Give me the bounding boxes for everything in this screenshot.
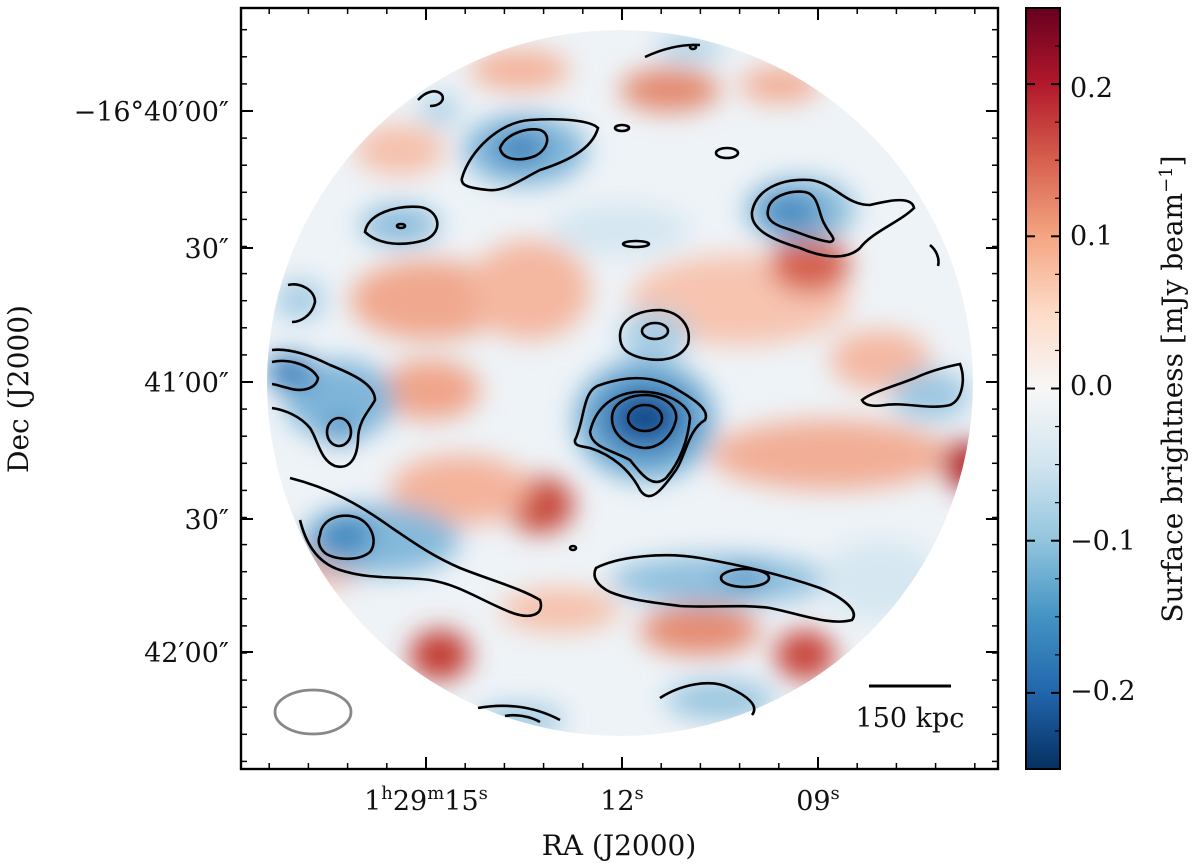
contour-left-small bbox=[363, 205, 439, 246]
positive-region bbox=[943, 440, 973, 490]
scale-bar-label: 150 kpc bbox=[856, 703, 965, 734]
contour-mid-small-inner bbox=[640, 321, 670, 341]
colorbar-tick-label: 0.2 bbox=[1070, 73, 1113, 104]
beam-ellipse bbox=[273, 688, 353, 736]
positive-region bbox=[710, 420, 950, 490]
contour-upper-right-inner bbox=[766, 190, 835, 244]
x-axis-title: RA (J2000) bbox=[542, 829, 697, 862]
y-tick-label: 30″ bbox=[185, 505, 229, 536]
positive-region bbox=[500, 588, 620, 632]
contour-left-blob bbox=[325, 416, 353, 448]
positive-region bbox=[470, 240, 590, 340]
negative-region bbox=[285, 360, 395, 440]
contour-small bbox=[613, 123, 631, 133]
positive-region bbox=[355, 125, 445, 175]
colorbar: 0.2 0.1 0.0 −0.1 −0.2 Surface brightness… bbox=[1025, 7, 1189, 770]
contour-lower-left-inner bbox=[317, 514, 375, 561]
positive-region bbox=[410, 630, 470, 680]
x-tick-label: 12s bbox=[600, 783, 644, 817]
positive-region bbox=[740, 67, 820, 103]
positive-region bbox=[770, 237, 850, 293]
contour-left-dot bbox=[395, 222, 407, 230]
colorbar-tick-label: −0.2 bbox=[1070, 676, 1136, 707]
negative-region bbox=[625, 403, 665, 433]
y-axis-title: Dec (J2000) bbox=[2, 305, 35, 473]
contour-top-dot bbox=[688, 43, 698, 51]
map-image bbox=[267, 30, 973, 736]
contour-upper-right bbox=[750, 178, 916, 258]
colorbar-tick-label: 0.1 bbox=[1070, 221, 1113, 252]
x-tick-label: 1h29m15s bbox=[364, 783, 488, 817]
negative-region bbox=[665, 680, 775, 720]
colorbar-ticks bbox=[1026, 7, 1060, 770]
contour-lines bbox=[271, 43, 964, 724]
contour-lower-right-inner bbox=[719, 567, 771, 589]
positive-region bbox=[470, 50, 570, 90]
colorbar-tick-label: 0.0 bbox=[1070, 371, 1113, 402]
negative-region bbox=[820, 540, 940, 620]
negative-region bbox=[610, 555, 830, 605]
contour-bottom bbox=[659, 681, 756, 716]
negative-region bbox=[620, 310, 690, 360]
negative-region bbox=[267, 354, 315, 390]
negative-region bbox=[420, 95, 460, 125]
negative-region bbox=[760, 192, 820, 232]
plot-frame bbox=[239, 6, 1000, 771]
positive-region bbox=[390, 455, 530, 525]
positive-region bbox=[350, 260, 510, 340]
positive-region bbox=[640, 605, 760, 655]
colorbar-tick-label: −0.1 bbox=[1070, 526, 1136, 557]
contour-bottom-left bbox=[477, 704, 561, 722]
x-tick-label: 09s bbox=[796, 783, 840, 817]
contour-upper-left-inner bbox=[498, 128, 549, 161]
y-tick-label: 30″ bbox=[185, 234, 229, 265]
contour-small bbox=[714, 146, 740, 160]
contour-lower-left bbox=[289, 476, 543, 617]
contour-right-top bbox=[929, 244, 940, 267]
contour-small bbox=[621, 239, 651, 249]
y-tick-label: 42′00″ bbox=[144, 638, 229, 669]
contour-central-mid bbox=[588, 390, 692, 484]
contour-central-outer bbox=[573, 376, 708, 498]
negative-region bbox=[317, 513, 373, 557]
contour-mid-small bbox=[618, 308, 691, 362]
contour-right-edge bbox=[860, 362, 964, 408]
contour-left-inner bbox=[271, 359, 320, 392]
contour-upper-left bbox=[460, 117, 600, 192]
negative-region bbox=[475, 705, 565, 735]
contour-lower-right bbox=[593, 553, 856, 623]
positive-region bbox=[620, 68, 720, 112]
contour-top-left bbox=[417, 90, 445, 108]
contour-bottom-left-inner bbox=[504, 713, 541, 724]
contour-left-large bbox=[271, 348, 377, 469]
positive-region bbox=[775, 630, 835, 680]
minor-ticks bbox=[241, 8, 998, 769]
negative-region bbox=[720, 568, 770, 588]
colorbar-title: Surface brightness [mJy beam−1] bbox=[1156, 155, 1189, 622]
contour-dot bbox=[568, 544, 578, 552]
positive-region bbox=[830, 330, 930, 390]
negative-region bbox=[550, 205, 690, 255]
y-tick-label: −16°40′00″ bbox=[74, 97, 229, 128]
contour-edge-small bbox=[287, 283, 317, 324]
contour-central-inner bbox=[610, 393, 678, 450]
contour-central-core bbox=[626, 403, 664, 433]
y-tick-label: 41′00″ bbox=[144, 368, 229, 399]
negative-region bbox=[890, 370, 970, 420]
positive-region bbox=[380, 360, 480, 420]
